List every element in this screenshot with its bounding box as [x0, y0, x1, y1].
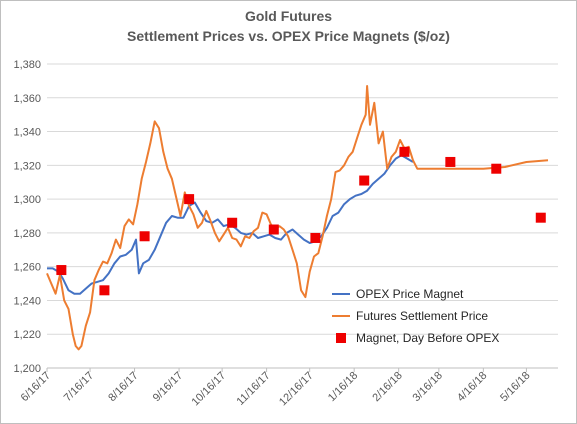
legend-label: Futures Settlement Price [356, 309, 488, 323]
magnet-marker [535, 212, 546, 223]
y-tick-label: 1,380 [13, 59, 41, 71]
magnet-marker [268, 224, 279, 235]
magnet-marker [56, 265, 67, 276]
legend-label: Magnet, Day Before OPEX [356, 331, 499, 345]
magnet-marker [445, 156, 456, 167]
y-tick-label: 1,260 [13, 262, 41, 274]
y-tick-label: 1,280 [13, 228, 41, 240]
y-tick-label: 1,200 [13, 363, 41, 375]
x-tick-label: 3/16/18 [411, 370, 445, 404]
x-tick-label: 10/16/17 [189, 370, 228, 409]
chart-title: Gold Futures [244, 8, 333, 24]
magnet-marker [310, 232, 321, 243]
x-tick-label: 2/16/18 [370, 370, 404, 404]
magnet-marker [491, 163, 502, 174]
y-tick-label: 1,320 [13, 160, 41, 172]
magnet-marker [184, 194, 195, 205]
y-tick-label: 1,240 [13, 295, 41, 307]
x-tick-label: 7/16/17 [62, 370, 96, 404]
magnet-marker [359, 175, 370, 186]
y-tick-label: 1,340 [13, 127, 41, 139]
magnet-marker [139, 231, 150, 242]
x-tick-label: 12/16/17 [277, 370, 316, 409]
y-tick-label: 1,360 [13, 93, 41, 105]
magnet-marker [227, 217, 238, 228]
x-tick-label: 9/16/17 [151, 370, 185, 404]
y-tick-label: 1,300 [13, 194, 41, 206]
series-line-opex-magnet [47, 154, 414, 295]
chart-subtitle: Settlement Prices vs. OPEX Price Magnets… [127, 28, 450, 44]
series-line-futures-settlement [46, 85, 549, 351]
x-tick-label: 5/16/18 [498, 370, 532, 404]
y-tick-label: 1,220 [13, 329, 41, 341]
magnet-marker [99, 285, 110, 296]
x-tick-label: 8/16/17 [106, 370, 140, 404]
x-tick-label: 1/16/18 [326, 370, 360, 404]
legend-label: OPEX Price Magnet [356, 287, 464, 301]
x-tick-label: 4/16/18 [455, 370, 489, 404]
x-tick-label: 11/16/17 [235, 370, 273, 408]
legend-swatch [336, 333, 346, 343]
magnet-marker [399, 146, 410, 157]
